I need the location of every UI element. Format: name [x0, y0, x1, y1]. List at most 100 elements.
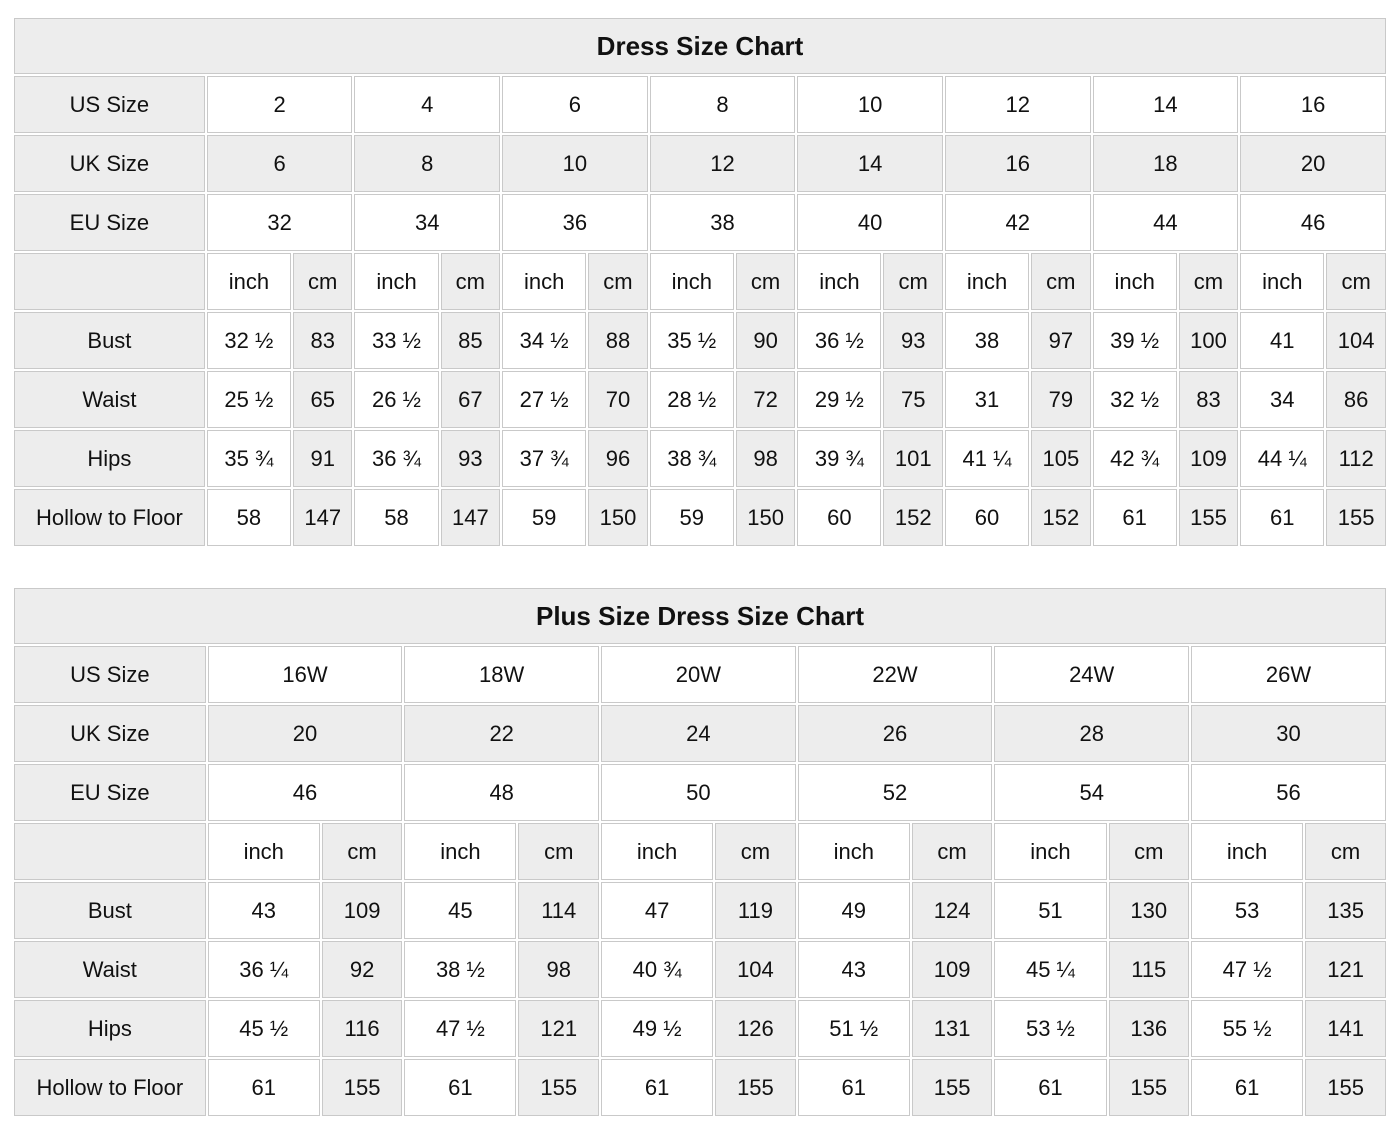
- measure-cm-cell: 72: [735, 371, 796, 428]
- measure-cm-cell: 75: [883, 371, 943, 428]
- measure-inch-cell: 34: [1240, 371, 1325, 428]
- size-row: EU Size 46 48 50 52 54 56: [14, 764, 1386, 821]
- measure-inch-cell: 61: [1191, 1059, 1304, 1116]
- measure-inch-cell: 26 ½: [354, 371, 439, 428]
- measure-inch-cell: 42 ¾: [1092, 430, 1177, 487]
- measure-inch-cell: 27 ½: [502, 371, 587, 428]
- measure-row-label: Hollow to Floor: [14, 1059, 206, 1116]
- measure-cm-cell: 115: [1108, 941, 1190, 998]
- size-value-cell: 34: [354, 194, 501, 251]
- measure-inch-cell: 38 ¾: [649, 430, 734, 487]
- size-value-cell: 10: [797, 76, 943, 133]
- unit-header-row: inch cm inch cm inch cm inch cm inch cm inch cm inch…: [14, 253, 1386, 310]
- unit-cm-header-cell: cm: [1108, 823, 1190, 880]
- size-value-cell: 22: [404, 705, 600, 762]
- measure-inch-cell: 61: [994, 1059, 1107, 1116]
- measure-inch-cell: 41 ¼: [944, 430, 1030, 487]
- unit-cm-header-cell: cm: [715, 823, 796, 880]
- measure-cm-cell: 155: [321, 1059, 403, 1116]
- measure-inch-cell: 53: [1191, 882, 1304, 939]
- size-value-cell: 50: [601, 764, 796, 821]
- measure-cm-cell: 85: [440, 312, 501, 369]
- measure-inch-cell: 37 ¾: [502, 430, 587, 487]
- measure-cm-cell: 114: [518, 882, 600, 939]
- unit-cm-header-cell: cm: [911, 823, 993, 880]
- size-value-cell: 32: [206, 194, 353, 251]
- measure-cm-cell: 152: [1031, 489, 1091, 546]
- measure-cm-cell: 97: [1031, 312, 1091, 369]
- size-value-cell: 52: [797, 764, 993, 821]
- measure-row-label: Hips: [14, 430, 205, 487]
- unit-cm-header-cell: cm: [1178, 253, 1239, 310]
- measure-cm-cell: 104: [715, 941, 796, 998]
- chart-title-row: Plus Size Dress Size Chart: [14, 588, 1386, 644]
- measure-inch-cell: 49 ½: [601, 1000, 714, 1057]
- plus-size-dress-size-chart-table: Plus Size Dress Size Chart US Size 16W 18W 2…: [12, 586, 1388, 1118]
- size-row-label: US Size: [14, 76, 205, 133]
- measure-inch-cell: 61: [1240, 489, 1325, 546]
- size-value-cell: 22W: [797, 646, 993, 703]
- unit-inch-header-cell: inch: [944, 253, 1030, 310]
- size-value-cell: 8: [649, 76, 796, 133]
- unit-row-empty-label: [14, 823, 206, 880]
- unit-cm-header-cell: cm: [1326, 253, 1386, 310]
- size-value-cell: 6: [502, 76, 648, 133]
- size-row: UK Size 6 8 10 12 14 16 18 20: [14, 135, 1386, 192]
- unit-cm-header-cell: cm: [1305, 823, 1386, 880]
- measure-cm-cell: 83: [1178, 371, 1239, 428]
- size-value-cell: 12: [944, 76, 1091, 133]
- size-value-cell: 14: [797, 135, 943, 192]
- measure-cm-cell: 126: [715, 1000, 796, 1057]
- measure-cm-cell: 109: [911, 941, 993, 998]
- size-row-label: UK Size: [14, 135, 205, 192]
- measure-inch-cell: 45 ¼: [994, 941, 1107, 998]
- unit-inch-header-cell: inch: [797, 253, 882, 310]
- chart-title: Dress Size Chart: [14, 18, 1386, 74]
- measure-cm-cell: 136: [1108, 1000, 1190, 1057]
- measure-cm-cell: 155: [1326, 489, 1386, 546]
- measure-inch-cell: 49: [797, 882, 910, 939]
- measure-cm-cell: 98: [735, 430, 796, 487]
- size-value-cell: 24: [601, 705, 796, 762]
- size-value-cell: 30: [1191, 705, 1386, 762]
- unit-inch-header-cell: inch: [404, 823, 517, 880]
- chart-title: Plus Size Dress Size Chart: [14, 588, 1386, 644]
- measure-cm-cell: 104: [1326, 312, 1386, 369]
- measure-row: Waist 36 ¼ 92 38 ½ 98 40 ¾ 104 43 109 45 ¼ 115 47 ½…: [14, 941, 1386, 998]
- size-value-cell: 16W: [207, 646, 403, 703]
- measure-cm-cell: 70: [588, 371, 648, 428]
- unit-cm-header-cell: cm: [735, 253, 796, 310]
- measure-cm-cell: 130: [1108, 882, 1190, 939]
- size-row: EU Size 32 34 36 38 40 42 44 46: [14, 194, 1386, 251]
- measure-cm-cell: 67: [440, 371, 501, 428]
- size-value-cell: 42: [944, 194, 1091, 251]
- measure-cm-cell: 155: [715, 1059, 796, 1116]
- measure-cm-cell: 152: [883, 489, 943, 546]
- measure-inch-cell: 32 ½: [1092, 371, 1177, 428]
- measure-inch-cell: 58: [206, 489, 291, 546]
- size-value-cell: 18: [1092, 135, 1239, 192]
- size-value-cell: 38: [649, 194, 796, 251]
- measure-cm-cell: 131: [911, 1000, 993, 1057]
- measure-cm-cell: 155: [1108, 1059, 1190, 1116]
- measure-row: Hollow to Floor 58 147 58 147 59 150 59 150 60 152…: [14, 489, 1386, 546]
- measure-row-label: Bust: [14, 312, 205, 369]
- size-value-cell: 40: [797, 194, 943, 251]
- size-row-label: EU Size: [14, 764, 206, 821]
- size-value-cell: 16: [1240, 76, 1386, 133]
- unit-inch-header-cell: inch: [1092, 253, 1177, 310]
- measure-cm-cell: 119: [715, 882, 796, 939]
- measure-cm-cell: 155: [911, 1059, 993, 1116]
- measure-cm-cell: 112: [1326, 430, 1386, 487]
- measure-inch-cell: 36 ½: [797, 312, 882, 369]
- measure-cm-cell: 88: [588, 312, 648, 369]
- measure-cm-cell: 150: [588, 489, 648, 546]
- measure-cm-cell: 121: [518, 1000, 600, 1057]
- size-value-cell: 48: [404, 764, 600, 821]
- unit-header-row: inch cm inch cm inch cm inch cm inch cm inch cm: [14, 823, 1386, 880]
- measure-row-label: Waist: [14, 371, 205, 428]
- measure-inch-cell: 55 ½: [1191, 1000, 1304, 1057]
- measure-cm-cell: 124: [911, 882, 993, 939]
